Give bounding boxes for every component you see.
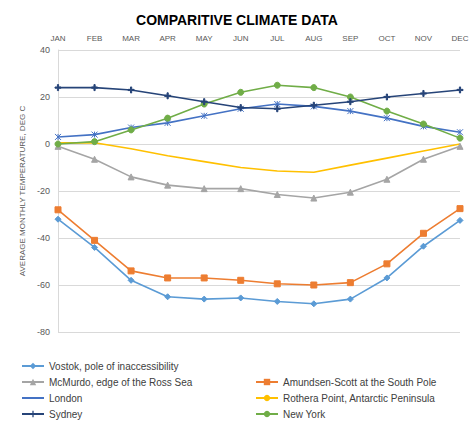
svg-text:OCT: OCT	[378, 34, 395, 43]
svg-text:0: 0	[45, 139, 50, 149]
svg-text:London: London	[49, 393, 82, 404]
svg-text:APR: APR	[159, 34, 176, 43]
svg-text:FEB: FEB	[87, 34, 103, 43]
svg-text:-60: -60	[37, 280, 50, 290]
svg-text:NOV: NOV	[415, 34, 433, 43]
svg-text:Amundsen-Scott at the South Po: Amundsen-Scott at the South Pole	[283, 377, 437, 388]
svg-text:MAY: MAY	[196, 34, 213, 43]
svg-text:COMPARITIVE CLIMATE DATA: COMPARITIVE CLIMATE DATA	[136, 12, 338, 28]
svg-text:JUN: JUN	[233, 34, 249, 43]
svg-text:Rothera Point, Antarctic Penin: Rothera Point, Antarctic Peninsula	[283, 393, 435, 404]
svg-text:DEC: DEC	[452, 34, 469, 43]
svg-text:SEP: SEP	[342, 34, 358, 43]
svg-text:-80: -80	[37, 327, 50, 337]
svg-text:AUG: AUG	[305, 34, 322, 43]
svg-text:Sydney: Sydney	[49, 409, 82, 420]
svg-text:-20: -20	[37, 186, 50, 196]
svg-text:Vostok, pole of inaccessibilit: Vostok, pole of inaccessibility	[49, 361, 179, 372]
svg-text:JAN: JAN	[50, 34, 65, 43]
svg-text:JUL: JUL	[270, 34, 285, 43]
svg-text:McMurdo, edge of the Ross Sea: McMurdo, edge of the Ross Sea	[49, 377, 193, 388]
svg-text:AVERAGE MONTHLY TEMPERATURE, D: AVERAGE MONTHLY TEMPERATURE, DEG C	[18, 106, 27, 277]
svg-text:40: 40	[40, 45, 50, 55]
svg-text:MAR: MAR	[122, 34, 140, 43]
svg-text:-40: -40	[37, 233, 50, 243]
svg-text:20: 20	[40, 92, 50, 102]
svg-text:New York: New York	[283, 409, 326, 420]
